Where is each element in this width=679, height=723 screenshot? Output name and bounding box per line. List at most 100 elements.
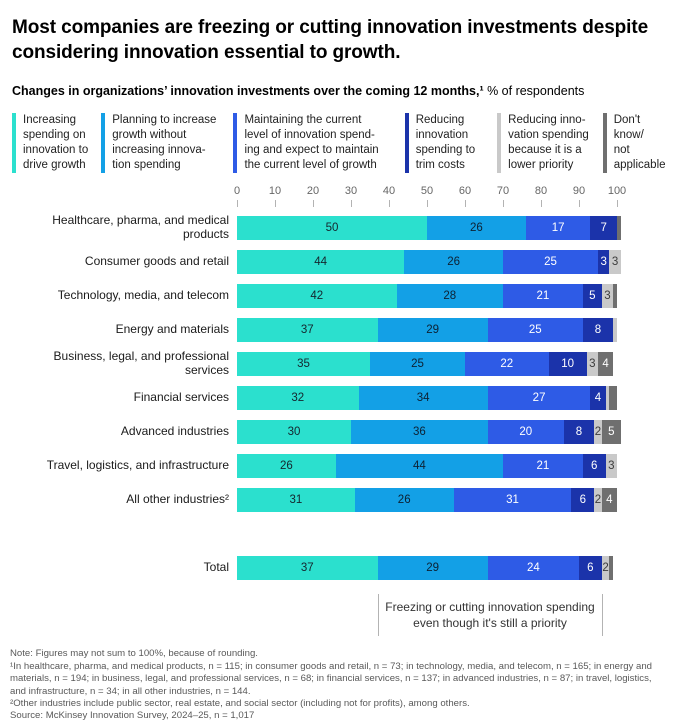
axis-tick-label: 40 bbox=[382, 185, 396, 198]
bar-row-1: Healthcare, pharma, and medical products… bbox=[10, 213, 669, 242]
bar-segment: 7 bbox=[590, 216, 617, 241]
axis-tick-mark bbox=[389, 200, 390, 208]
bar-row-6: Financial services 32 34 27 4 bbox=[10, 386, 669, 411]
bar-segment: 3 bbox=[586, 352, 598, 377]
bar-segment: 34 bbox=[358, 386, 488, 411]
bar-segment bbox=[616, 216, 621, 241]
bar-row-5: Business, legal, and professional servic… bbox=[10, 349, 669, 378]
bar-segment: 6 bbox=[582, 454, 606, 479]
bar-segment: 44 bbox=[237, 250, 405, 275]
bar-segment: 50 bbox=[237, 216, 427, 241]
bar-segment: 42 bbox=[237, 284, 397, 309]
bar-segment: 22 bbox=[465, 352, 549, 377]
stacked-bar-chart: 0 10 20 30 40 50 60 70 80 90 100 Healthcare, pharm… bbox=[10, 185, 669, 640]
axis-tick-label: 90 bbox=[572, 185, 586, 198]
row-label: Advanced industries bbox=[120, 424, 229, 439]
bar-segment: 3 bbox=[601, 284, 614, 309]
row-label: Travel, logistics, and infrastructure bbox=[46, 458, 229, 473]
bar-row-total: Total 37 29 24 6 2 bbox=[10, 556, 669, 581]
stacked-bar: 37 29 25 8 bbox=[237, 318, 617, 343]
chart-subtitle: Changes in organizations’ innovation inv… bbox=[12, 84, 667, 98]
legend-item-2: Planning to increase growth without incr… bbox=[101, 113, 216, 174]
bracket-line-left bbox=[378, 594, 379, 637]
axis-tick-mark bbox=[465, 200, 466, 208]
bar-segment: 25 bbox=[487, 318, 583, 343]
axis-tick-mark bbox=[541, 200, 542, 208]
bar-segment: 25 bbox=[502, 250, 598, 275]
axis-tick-label: 0 bbox=[233, 185, 241, 198]
bar-segment: 3 bbox=[597, 250, 610, 275]
bar-segment: 37 bbox=[237, 318, 378, 343]
footnote: Source: McKinsey Innovation Survey, 2024… bbox=[10, 710, 255, 722]
axis-tick-label: 30 bbox=[344, 185, 358, 198]
bar-row-2: Consumer goods and retail 44 26 25 3 3 bbox=[10, 250, 669, 275]
axis-tick-label: 80 bbox=[534, 185, 548, 198]
axis-tick-mark bbox=[313, 200, 314, 208]
bar-row-4: Energy and materials 37 29 25 8 bbox=[10, 318, 669, 343]
bar-segment: 4 bbox=[597, 352, 614, 377]
stacked-bar: 35 25 22 10 3 4 bbox=[237, 352, 614, 377]
row-label: Technology, media, and telecom bbox=[57, 288, 229, 303]
row-label: All other industries² bbox=[126, 492, 229, 507]
axis-tick-label: 60 bbox=[458, 185, 472, 198]
row-label: Healthcare, pharma, and medical products bbox=[52, 213, 229, 242]
bar-segment: 20 bbox=[487, 420, 564, 445]
row-label: Business, legal, and professional servic… bbox=[53, 349, 229, 378]
bar-segment: 32 bbox=[237, 386, 359, 411]
bar-segment: 8 bbox=[582, 318, 614, 343]
row-label: Consumer goods and retail bbox=[84, 254, 229, 269]
axis-tick-mark bbox=[503, 200, 504, 208]
bar-segment: 5 bbox=[601, 420, 621, 445]
bar-segment: 44 bbox=[335, 454, 503, 479]
bar-segment bbox=[613, 284, 617, 309]
bar-segment: 29 bbox=[377, 556, 488, 581]
bar-row-8: Travel, logistics, and infrastructure 26 4… bbox=[10, 454, 669, 479]
bar-segment bbox=[613, 318, 617, 343]
row-label: Energy and materials bbox=[115, 322, 229, 337]
bar-segment: 2 bbox=[594, 420, 602, 445]
axis-tick-mark bbox=[237, 200, 238, 208]
x-axis: 0 10 20 30 40 50 60 70 80 90 100 bbox=[233, 185, 626, 208]
annotation-text: Freezing or cutting innovation spending … bbox=[385, 600, 595, 631]
bar-row-3: Technology, media, and telecom 42 28 21 5 3 bbox=[10, 284, 669, 309]
bar-segment: 29 bbox=[377, 318, 488, 343]
axis-tick-label: 50 bbox=[420, 185, 434, 198]
legend-item-3: Maintaining the current level of innovat… bbox=[233, 113, 379, 174]
axis-tick-mark bbox=[617, 200, 618, 208]
bar-segment bbox=[609, 556, 614, 581]
row-label: Total bbox=[203, 560, 229, 575]
bar-segment: 36 bbox=[351, 420, 488, 445]
stacked-bar: 30 36 20 8 2 5 bbox=[237, 420, 621, 445]
footnote: Note: Figures may not sum to 100%, becau… bbox=[10, 648, 258, 660]
bracket-line-right bbox=[602, 594, 603, 637]
bar-segment: 27 bbox=[487, 386, 591, 411]
axis-tick-label: 10 bbox=[268, 185, 282, 198]
chart-subtitle-unit: % of respondents bbox=[483, 84, 585, 99]
axis-tick-mark bbox=[351, 200, 352, 208]
bar-segment: 8 bbox=[563, 420, 595, 445]
bar-segment: 2 bbox=[594, 488, 602, 513]
bar-row-7: Advanced industries 30 36 20 8 2 5 bbox=[10, 420, 669, 445]
axis-tick-mark bbox=[579, 200, 580, 208]
chart-subtitle-bold: Changes in organizations’ innovation inv… bbox=[12, 84, 484, 99]
bar-segment: 10 bbox=[548, 352, 587, 377]
legend-item-5: Reducing inno- vation spending because i… bbox=[497, 113, 589, 174]
bar-rows: Healthcare, pharma, and medical products… bbox=[10, 213, 669, 581]
bar-segment: 5 bbox=[582, 284, 602, 309]
bar-segment: 21 bbox=[502, 454, 583, 479]
bar-segment: 26 bbox=[354, 488, 454, 513]
bar-segment: 35 bbox=[237, 352, 370, 377]
bar-row-9: All other industries² 31 26 31 6 2 4 bbox=[10, 488, 669, 513]
bar-segment: 37 bbox=[237, 556, 378, 581]
bar-segment: 6 bbox=[571, 488, 595, 513]
bar-segment: 17 bbox=[525, 216, 591, 241]
axis-tick-label: 70 bbox=[496, 185, 510, 198]
bar-segment: 31 bbox=[453, 488, 572, 513]
bar-segment: 3 bbox=[609, 250, 621, 275]
bar-segment bbox=[605, 386, 610, 411]
bar-segment bbox=[609, 386, 617, 411]
legend-item-4: Reducing innovation spending to trim cos… bbox=[404, 113, 475, 174]
axis-tick-label: 20 bbox=[306, 185, 320, 198]
bar-segment: 26 bbox=[427, 216, 526, 241]
